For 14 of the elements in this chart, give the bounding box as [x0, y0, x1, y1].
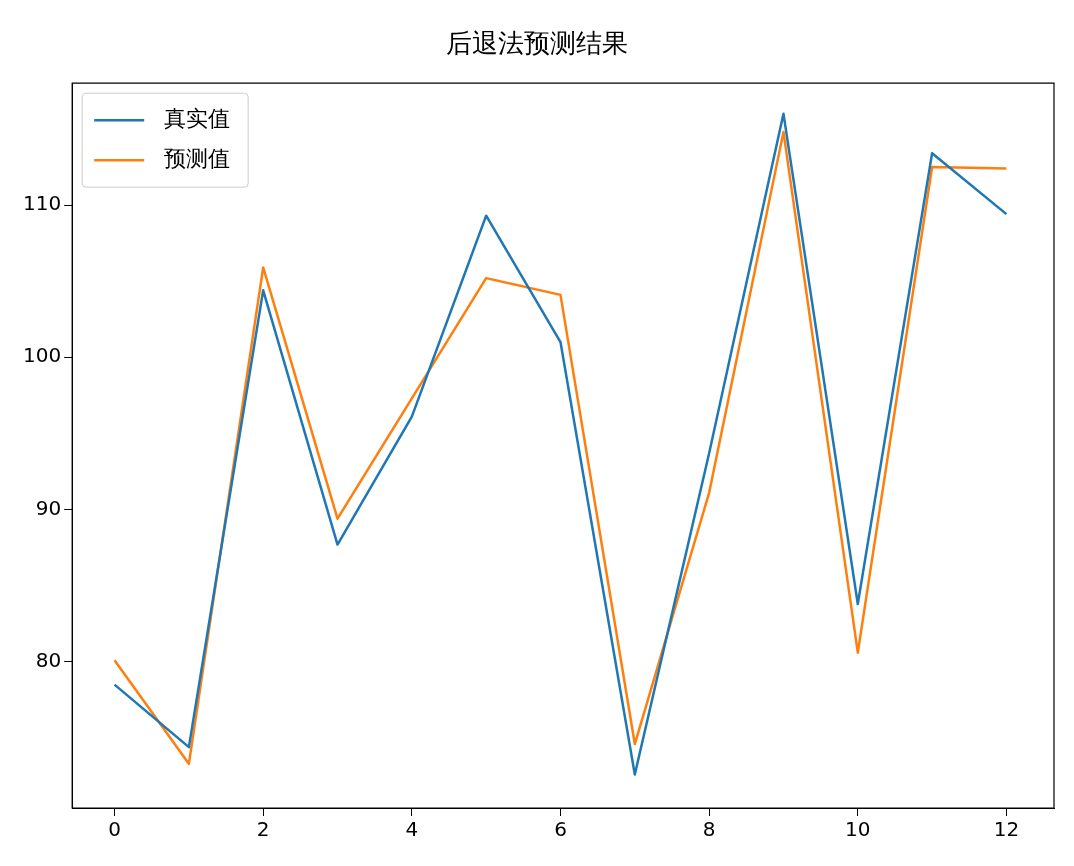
y-tick-label: 110: [22, 191, 62, 216]
chart-title: 后退法预测结果: [446, 28, 628, 59]
y-tick-label: 90: [35, 495, 62, 520]
y-tick-label: 100: [22, 343, 62, 368]
x-tick-label: 6: [554, 817, 567, 842]
legend-label: 预测值: [164, 145, 231, 171]
x-tick-label: 10: [845, 817, 871, 842]
x-tick-label: 0: [108, 817, 121, 842]
legend-label: 真实值: [164, 105, 231, 131]
x-tick-label: 8: [702, 817, 716, 842]
x-tick-label: 4: [405, 817, 419, 842]
y-tick-label: 80: [35, 648, 62, 673]
x-tick-label: 2: [256, 817, 270, 842]
x-tick-label: 12: [993, 817, 1020, 842]
